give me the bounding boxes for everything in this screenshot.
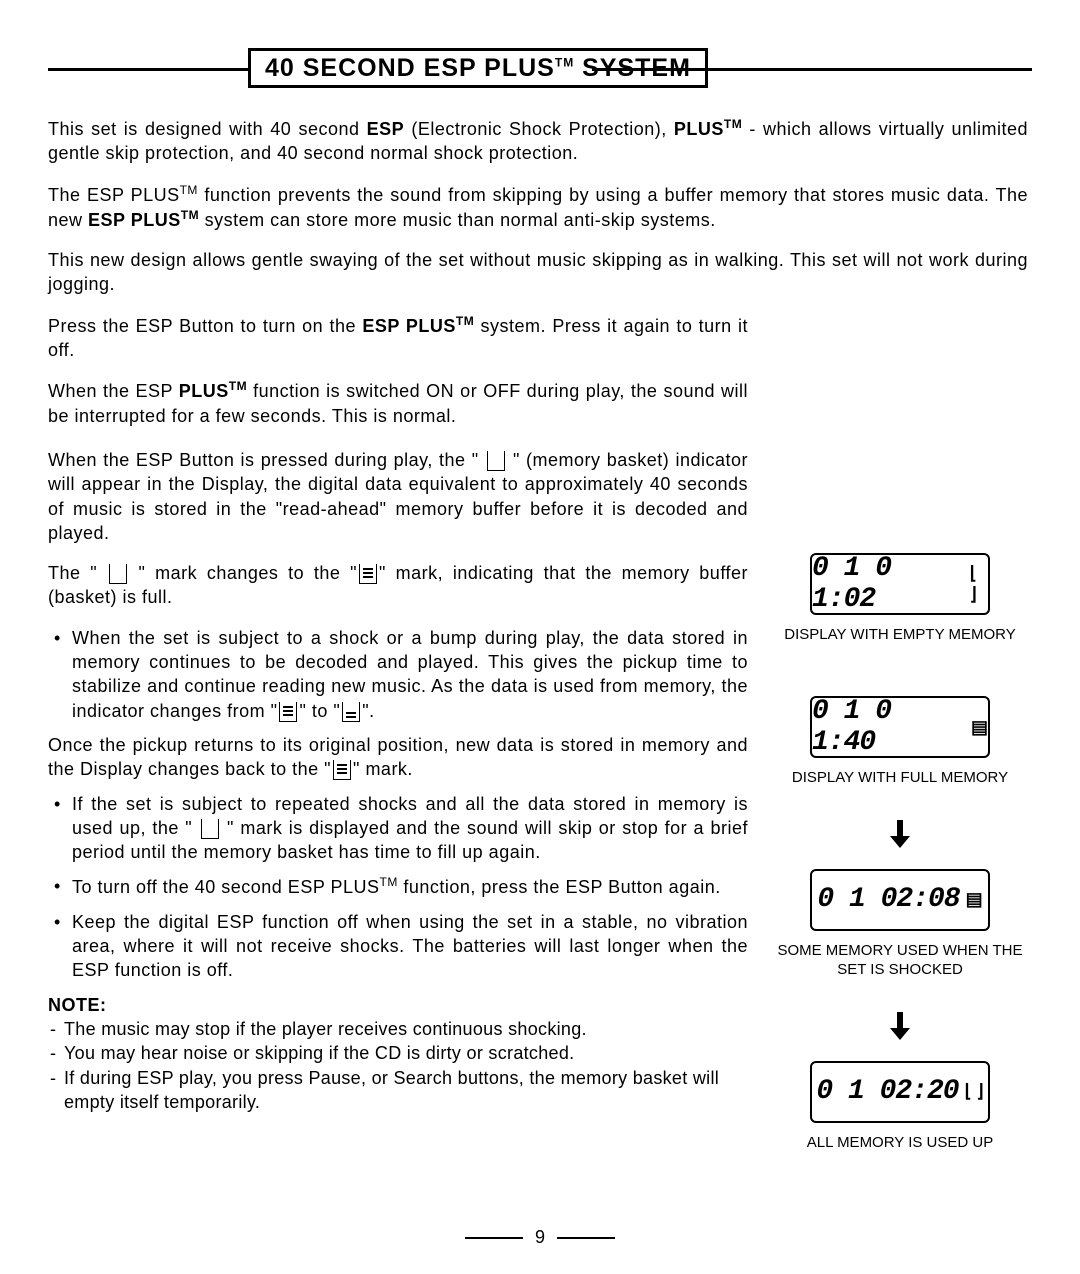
section-header: 40 SECOND ESP PLUSTM SYSTEM: [48, 48, 1032, 88]
header-rule-right: [592, 68, 1032, 71]
lcd-basket-icon: ⌊ ⌋: [965, 1081, 984, 1102]
bullet-list-2: If the set is subject to repeated shocks…: [48, 792, 748, 983]
intro-block: This set is designed with 40 second ESP …: [48, 116, 1028, 297]
basket-partial-icon: [342, 702, 360, 722]
lcd-basket-icon: ⌊ ⌋: [970, 563, 988, 605]
intro-p2: The ESP PLUSTM function prevents the sou…: [48, 182, 1028, 233]
lcd-label-3: SOME MEMORY USED WHEN THE SET IS SHOCKED: [768, 941, 1032, 980]
note-3: If during ESP play, you press Pause, or …: [48, 1066, 748, 1115]
note-heading: NOTE:: [48, 993, 748, 1017]
basket-full-icon: [279, 702, 297, 722]
intro-p1: This set is designed with 40 second ESP …: [48, 116, 1028, 166]
bullet-list: When the set is subject to a shock or a …: [48, 626, 748, 723]
content-row: Press the ESP Button to turn on the ESP …: [48, 313, 1032, 1177]
tm-mark: TM: [555, 55, 574, 69]
body-p5: When the ESP PLUSTM function is switched…: [48, 378, 748, 428]
lcd-display-1: 0 1 0 1:02⌊ ⌋: [810, 553, 990, 615]
down-arrow-icon: [768, 820, 1032, 853]
bullet-3: To turn off the 40 second ESP PLUSTM fun…: [48, 874, 748, 899]
display-column: 0 1 0 1:02⌊ ⌋ DISPLAY WITH EMPTY MEMORY …: [768, 313, 1032, 1177]
body-p8: Once the pickup returns to its original …: [48, 733, 748, 782]
lcd-basket-full-icon: ▤: [971, 717, 988, 738]
page-footer: 9: [0, 1227, 1080, 1248]
basket-empty-icon: [109, 564, 127, 584]
page-number: 9: [535, 1227, 545, 1248]
header-rule-left: [48, 68, 248, 71]
title-text: 40 SECOND ESP PLUS: [265, 54, 555, 82]
lcd-label-1: DISPLAY WITH EMPTY MEMORY: [768, 625, 1032, 645]
down-arrow-icon: [768, 1012, 1032, 1045]
lcd-label-2: DISPLAY WITH FULL MEMORY: [768, 768, 1032, 788]
basket-empty-icon: [201, 819, 219, 839]
lcd-display-4: 0 1 02:20⌊ ⌋: [810, 1061, 990, 1123]
basket-empty-icon: [487, 451, 505, 471]
intro-p3: This new design allows gentle swaying of…: [48, 248, 1028, 297]
note-list: The music may stop if the player receive…: [48, 1017, 748, 1114]
footer-rule-left: [465, 1237, 523, 1239]
lcd-display-3: 0 1 02:08▤: [810, 869, 990, 931]
bullet-2: If the set is subject to repeated shocks…: [48, 792, 748, 865]
body-p6: When the ESP Button is pressed during pl…: [48, 448, 748, 545]
note-2: You may hear noise or skipping if the CD…: [48, 1041, 748, 1065]
lcd-label-4: ALL MEMORY IS USED UP: [768, 1133, 1032, 1153]
bullet-4: Keep the digital ESP function off when u…: [48, 910, 748, 983]
footer-rule-right: [557, 1237, 615, 1239]
body-p7: The " " mark changes to the "" mark, ind…: [48, 561, 748, 610]
body-p4: Press the ESP Button to turn on the ESP …: [48, 313, 748, 363]
lcd-basket-partial-icon: ▤: [966, 889, 983, 910]
bullet-1: When the set is subject to a shock or a …: [48, 626, 748, 723]
lcd-display-2: 0 1 0 1:40▤: [810, 696, 990, 758]
main-column: Press the ESP Button to turn on the ESP …: [48, 313, 748, 1177]
basket-full-icon: [359, 564, 377, 584]
basket-full-icon: [333, 760, 351, 780]
note-1: The music may stop if the player receive…: [48, 1017, 748, 1041]
